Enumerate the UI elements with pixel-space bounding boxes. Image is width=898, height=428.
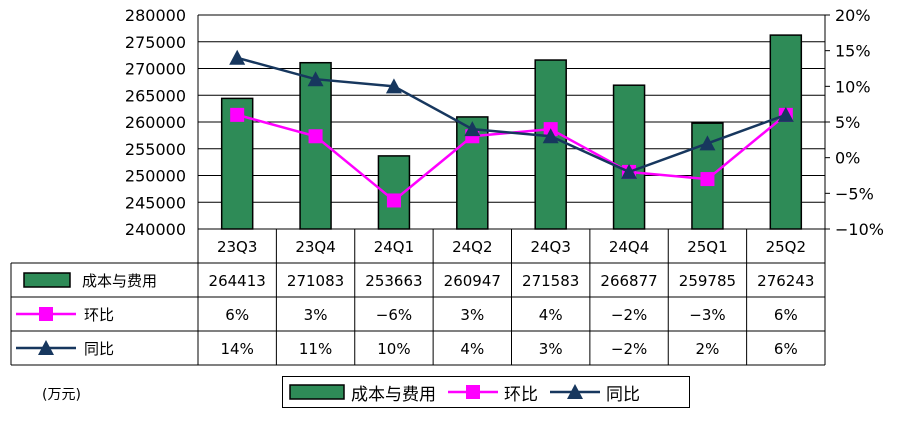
axes: 240000 245000 250000 255000 260000 265000 2700…	[125, 6, 884, 239]
row-key-yoy-marker	[38, 340, 54, 355]
point-qoq	[308, 129, 323, 144]
data-label-yoy: 2%	[696, 340, 720, 358]
y-left-tick-label: 260000	[125, 113, 186, 132]
x-tick-label: 23Q3	[217, 238, 257, 256]
bar-series	[220, 34, 803, 230]
bar	[612, 84, 646, 230]
data-label-qoq: −2%	[611, 306, 647, 324]
y-left-tick-label: 255000	[125, 140, 186, 159]
data-label-cost: 259785	[679, 272, 736, 290]
legend-swatch-qoq	[448, 385, 498, 399]
series-line-2	[236, 56, 787, 174]
data-label-qoq: −6%	[376, 306, 412, 324]
y-left-tick-label: 240000	[125, 220, 186, 239]
legend-item-qoq: 环比	[448, 380, 538, 405]
legend-swatch-bar	[289, 384, 345, 400]
data-label-yoy: 11%	[299, 340, 332, 358]
point-yoy	[385, 78, 402, 94]
row-label-cost: 成本与费用	[82, 272, 157, 290]
y-left-tick-label: 270000	[125, 60, 186, 79]
data-label-qoq: 3%	[460, 306, 484, 324]
y-right-tick-label: 20%	[835, 6, 871, 25]
data-table: 23Q3 23Q4 24Q1 24Q2 24Q3 24Q4 25Q1 25Q2 成本与费用 264…	[10, 228, 826, 366]
y-right-tick-label: −10%	[835, 220, 884, 239]
data-label-cost: 266877	[600, 272, 657, 290]
point-yoy	[699, 135, 716, 151]
y-right-tick-label: 10%	[835, 77, 871, 96]
legend-label-qoq: 环比	[504, 384, 538, 405]
legend-swatch-yoy	[550, 384, 600, 399]
point-yoy	[464, 121, 481, 137]
data-label-qoq: 3%	[304, 306, 328, 324]
x-tick-label: 24Q1	[374, 238, 414, 256]
point-yoy	[777, 106, 794, 122]
y-right-tick-label: 15%	[835, 42, 871, 61]
bar	[534, 59, 567, 230]
row-label-qoq: 环比	[84, 306, 114, 324]
y-left-tick-label: 280000	[125, 6, 186, 25]
x-tick-label: 24Q4	[609, 238, 649, 256]
x-tick-label: 24Q2	[452, 238, 492, 256]
legend-item-yoy: 同比	[550, 380, 640, 405]
point-yoy	[307, 71, 324, 87]
data-label-qoq: 6%	[225, 306, 249, 324]
point-qoq	[230, 107, 245, 122]
row-label-yoy: 同比	[84, 340, 114, 358]
point-qoq	[386, 193, 401, 208]
legend-label-cost: 成本与费用	[351, 384, 436, 405]
data-label-yoy: 3%	[539, 340, 563, 358]
y-right-tick-label: 0%	[835, 149, 860, 168]
y-left-tick-label: 250000	[125, 167, 186, 186]
x-tick-label: 23Q4	[295, 238, 335, 256]
unit-label: (万元)	[42, 387, 81, 403]
y-left-tick-label: 265000	[125, 86, 186, 105]
data-label-cost: 271583	[522, 272, 579, 290]
x-tick-label: 25Q2	[766, 238, 806, 256]
bar	[769, 34, 803, 230]
legend: 成本与费用 环比 同比	[282, 376, 690, 408]
data-label-cost: 260947	[444, 272, 501, 290]
data-label-yoy: 4%	[460, 340, 484, 358]
data-label-qoq: 4%	[539, 306, 563, 324]
grid-lines	[198, 14, 825, 230]
x-tick-label: 24Q3	[530, 238, 570, 256]
point-yoy	[229, 49, 246, 65]
y-right-tick-label: 5%	[835, 113, 860, 132]
row-key-qoq-marker	[39, 307, 53, 321]
y-right-tick-label: −5%	[835, 184, 874, 203]
data-label-yoy: 6%	[774, 340, 798, 358]
x-tick-label: 25Q1	[687, 238, 727, 256]
point-qoq	[700, 172, 715, 187]
point-yoy	[542, 128, 559, 144]
data-label-yoy: 14%	[221, 340, 254, 358]
point-yoy	[621, 163, 638, 179]
data-label-cost: 276243	[757, 272, 814, 290]
data-label-qoq: 6%	[774, 306, 798, 324]
data-label-cost: 271083	[287, 272, 344, 290]
data-label-yoy: 10%	[377, 340, 410, 358]
data-label-cost: 264413	[209, 272, 266, 290]
y-left-tick-label: 245000	[125, 193, 186, 212]
row-key-bar	[23, 272, 71, 288]
legend-item-cost: 成本与费用	[289, 380, 436, 405]
data-label-yoy: −2%	[611, 340, 647, 358]
line-series	[229, 49, 794, 208]
data-label-qoq: −3%	[689, 306, 725, 324]
y-left-tick-label: 275000	[125, 33, 186, 52]
data-label-cost: 253663	[365, 272, 422, 290]
legend-label-yoy: 同比	[606, 384, 640, 405]
